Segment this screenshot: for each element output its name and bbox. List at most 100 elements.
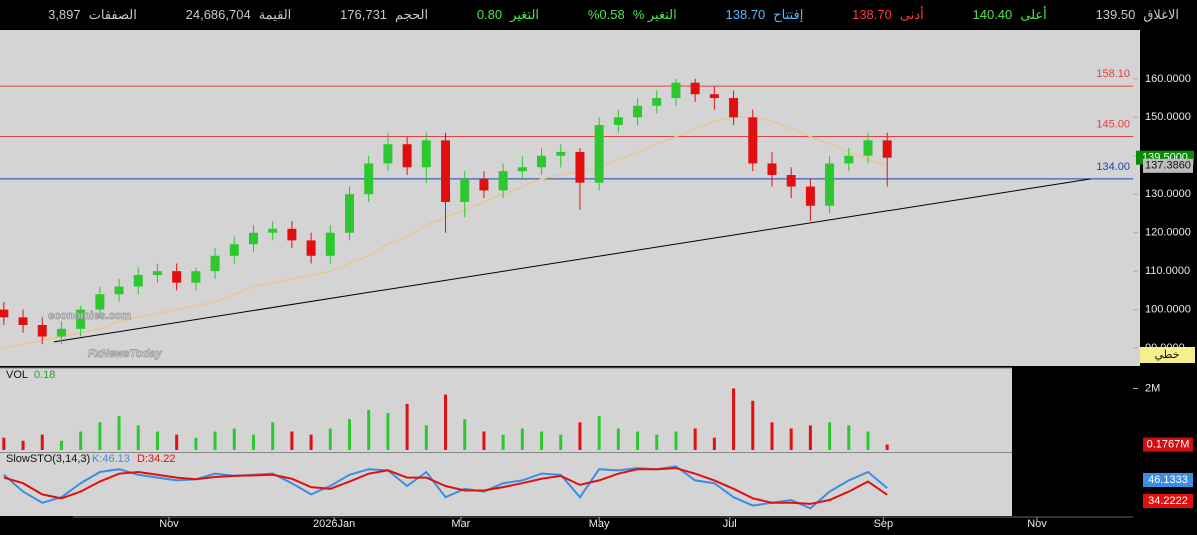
candle-body	[402, 144, 412, 168]
quote-item: التغير 0.80	[469, 7, 539, 23]
y-tick-label: 120.0000	[1145, 227, 1191, 239]
candle-body	[56, 328, 66, 337]
y-tick-label: 2M	[1145, 382, 1160, 394]
volume-bar	[693, 428, 697, 450]
panel-title: SlowSTO(3,14,3)	[6, 453, 90, 465]
candle-body	[729, 98, 739, 118]
volume-bar	[386, 413, 390, 450]
last-volume-label: 0.1767M	[1147, 438, 1190, 450]
quote-label: الحجم	[395, 7, 429, 22]
volume-bar	[251, 434, 255, 450]
y-tick-label: 100.0000	[1145, 304, 1191, 316]
candle-body	[345, 194, 355, 233]
volume-panel	[0, 368, 1012, 452]
quote-label: أعلى	[1020, 7, 1047, 22]
volume-bar	[309, 434, 313, 450]
volume-bar	[444, 394, 448, 450]
quote-label: أدنى	[899, 7, 924, 22]
volume-bar	[463, 419, 467, 450]
candle-body	[825, 163, 835, 206]
volume-bar	[79, 431, 83, 450]
volume-bar	[636, 431, 640, 450]
volume-bar	[40, 434, 44, 450]
volume-bar	[770, 422, 774, 450]
candle-body	[95, 294, 105, 310]
candle-body	[76, 309, 86, 329]
candle-body	[748, 117, 758, 164]
candle-body	[460, 178, 470, 202]
volume-bar	[175, 434, 179, 450]
y-tick-label: 150.0000	[1145, 111, 1191, 123]
stochastic-line	[3, 467, 888, 505]
candle-body	[652, 98, 662, 106]
volume-bar	[732, 388, 736, 450]
volume-bar	[808, 425, 812, 450]
candle-body	[690, 82, 700, 95]
panel-title-value: 0.18	[34, 369, 55, 381]
volume-bar	[751, 400, 755, 450]
candle-body	[882, 140, 892, 158]
ma-label: 137.3860	[1145, 160, 1191, 172]
candle-body	[37, 325, 47, 337]
volume-bar	[2, 437, 6, 450]
candle-body	[556, 151, 566, 156]
volume-bar	[117, 416, 121, 450]
scale-button-label[interactable]: خطي	[1155, 349, 1180, 361]
quote-value: 3,897	[48, 7, 81, 22]
y-tick-label: 110.0000	[1145, 265, 1190, 277]
quote-header: الاغلاق 139.50 أعلى 140.40 أدنى 138.70 إفتتاح 1…	[0, 0, 1197, 30]
panel-title: VOL	[6, 369, 28, 381]
last-value-tag	[1143, 473, 1193, 487]
volume-bar	[290, 431, 294, 450]
horizontal-line-label: 145.00	[1096, 118, 1130, 130]
volume-bar	[482, 431, 486, 450]
quote-item: أدنى 138.70	[844, 7, 924, 23]
last-value-label: 46.1333	[1148, 474, 1188, 486]
quote-item: إفتتاح 138.70	[718, 7, 804, 23]
scale-button[interactable]	[1140, 347, 1195, 363]
candle-body	[248, 232, 258, 245]
candle-body	[863, 140, 873, 156]
volume-bar	[59, 440, 63, 450]
candle-body	[575, 151, 585, 183]
quote-value: 176,731	[340, 7, 388, 22]
candle-body	[306, 240, 316, 256]
candle-body	[210, 255, 220, 272]
ma-tag	[1143, 158, 1193, 173]
horizontal-line-label: 158.10	[1096, 68, 1130, 80]
candle-body	[364, 163, 374, 195]
volume-bar	[828, 422, 832, 450]
legend-entry: K:46.13	[92, 453, 130, 465]
quote-item: الحجم 176,731	[332, 7, 428, 23]
volume-bar	[674, 431, 678, 450]
quote-item: الاغلاق 139.50	[1088, 7, 1179, 23]
volume-bar	[136, 425, 140, 450]
quote-item: أعلى 140.40	[965, 7, 1047, 23]
candle-body	[441, 140, 451, 202]
volume-bar	[405, 403, 409, 450]
volume-bar	[271, 422, 275, 450]
candle-body	[268, 228, 278, 233]
legend-entry: D:34.22	[137, 453, 176, 465]
volume-bar	[712, 437, 716, 450]
candle-body	[613, 117, 623, 125]
volume-bar	[21, 440, 25, 450]
candle-body	[421, 140, 431, 168]
candle-body	[18, 317, 28, 325]
volume-bar	[655, 434, 659, 450]
quote-value: 0.58%	[587, 7, 625, 22]
candle-body	[0, 309, 9, 318]
volume-bar	[616, 428, 620, 450]
last-volume-tag	[1143, 437, 1193, 452]
stochastic-line	[3, 465, 888, 510]
candle-body	[786, 175, 796, 187]
candle-body	[133, 275, 143, 287]
quote-item: التغير % 0.58%	[580, 7, 677, 23]
trendline	[53, 178, 1091, 343]
x-tick-label: 2026Jan	[313, 518, 355, 530]
volume-bar	[367, 410, 371, 450]
candle-body	[844, 155, 854, 164]
quote-item: القيمة 24,686,704	[178, 7, 292, 23]
y-tick-label: 160.0000	[1145, 73, 1191, 85]
